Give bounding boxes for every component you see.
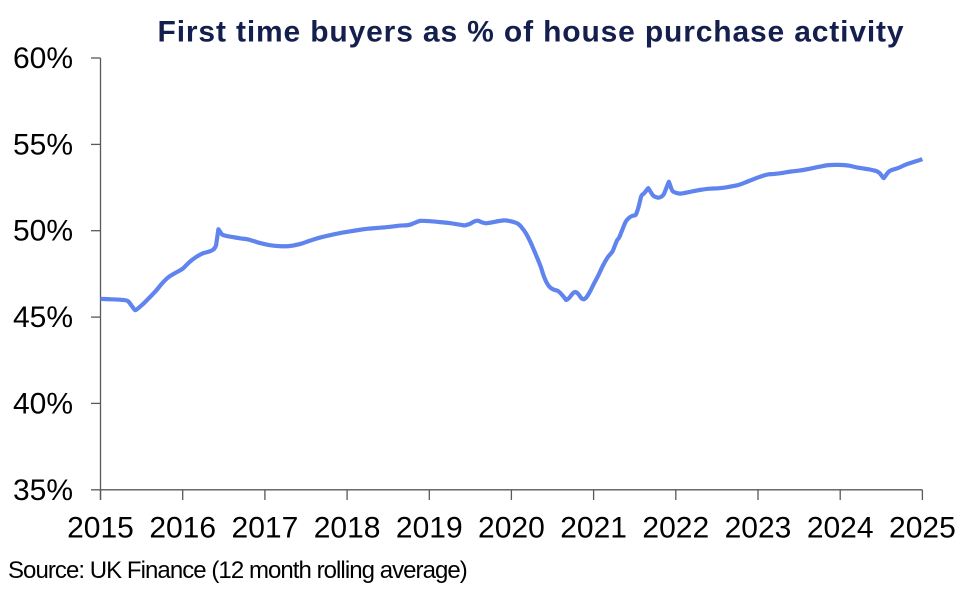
svg-text:2021: 2021: [560, 511, 627, 544]
svg-text:50%: 50%: [13, 215, 73, 248]
svg-text:60%: 60%: [13, 42, 73, 75]
svg-text:45%: 45%: [13, 301, 73, 334]
svg-text:2024: 2024: [807, 511, 874, 544]
svg-text:40%: 40%: [13, 387, 73, 420]
svg-text:55%: 55%: [13, 128, 73, 161]
svg-text:35%: 35%: [13, 474, 73, 507]
svg-text:2020: 2020: [478, 511, 545, 544]
svg-text:First time buyers as % of hous: First time buyers as % of house purchase…: [158, 16, 905, 49]
svg-text:2016: 2016: [149, 511, 216, 544]
svg-text:2023: 2023: [725, 511, 792, 544]
svg-text:2019: 2019: [396, 511, 463, 544]
svg-text:2018: 2018: [314, 511, 381, 544]
svg-text:Source: UK Finance (12 month r: Source: UK Finance (12 month rolling ave…: [8, 557, 467, 584]
svg-text:2025: 2025: [889, 511, 956, 544]
svg-text:2015: 2015: [67, 511, 134, 544]
svg-text:2022: 2022: [642, 511, 709, 544]
svg-text:2017: 2017: [232, 511, 299, 544]
